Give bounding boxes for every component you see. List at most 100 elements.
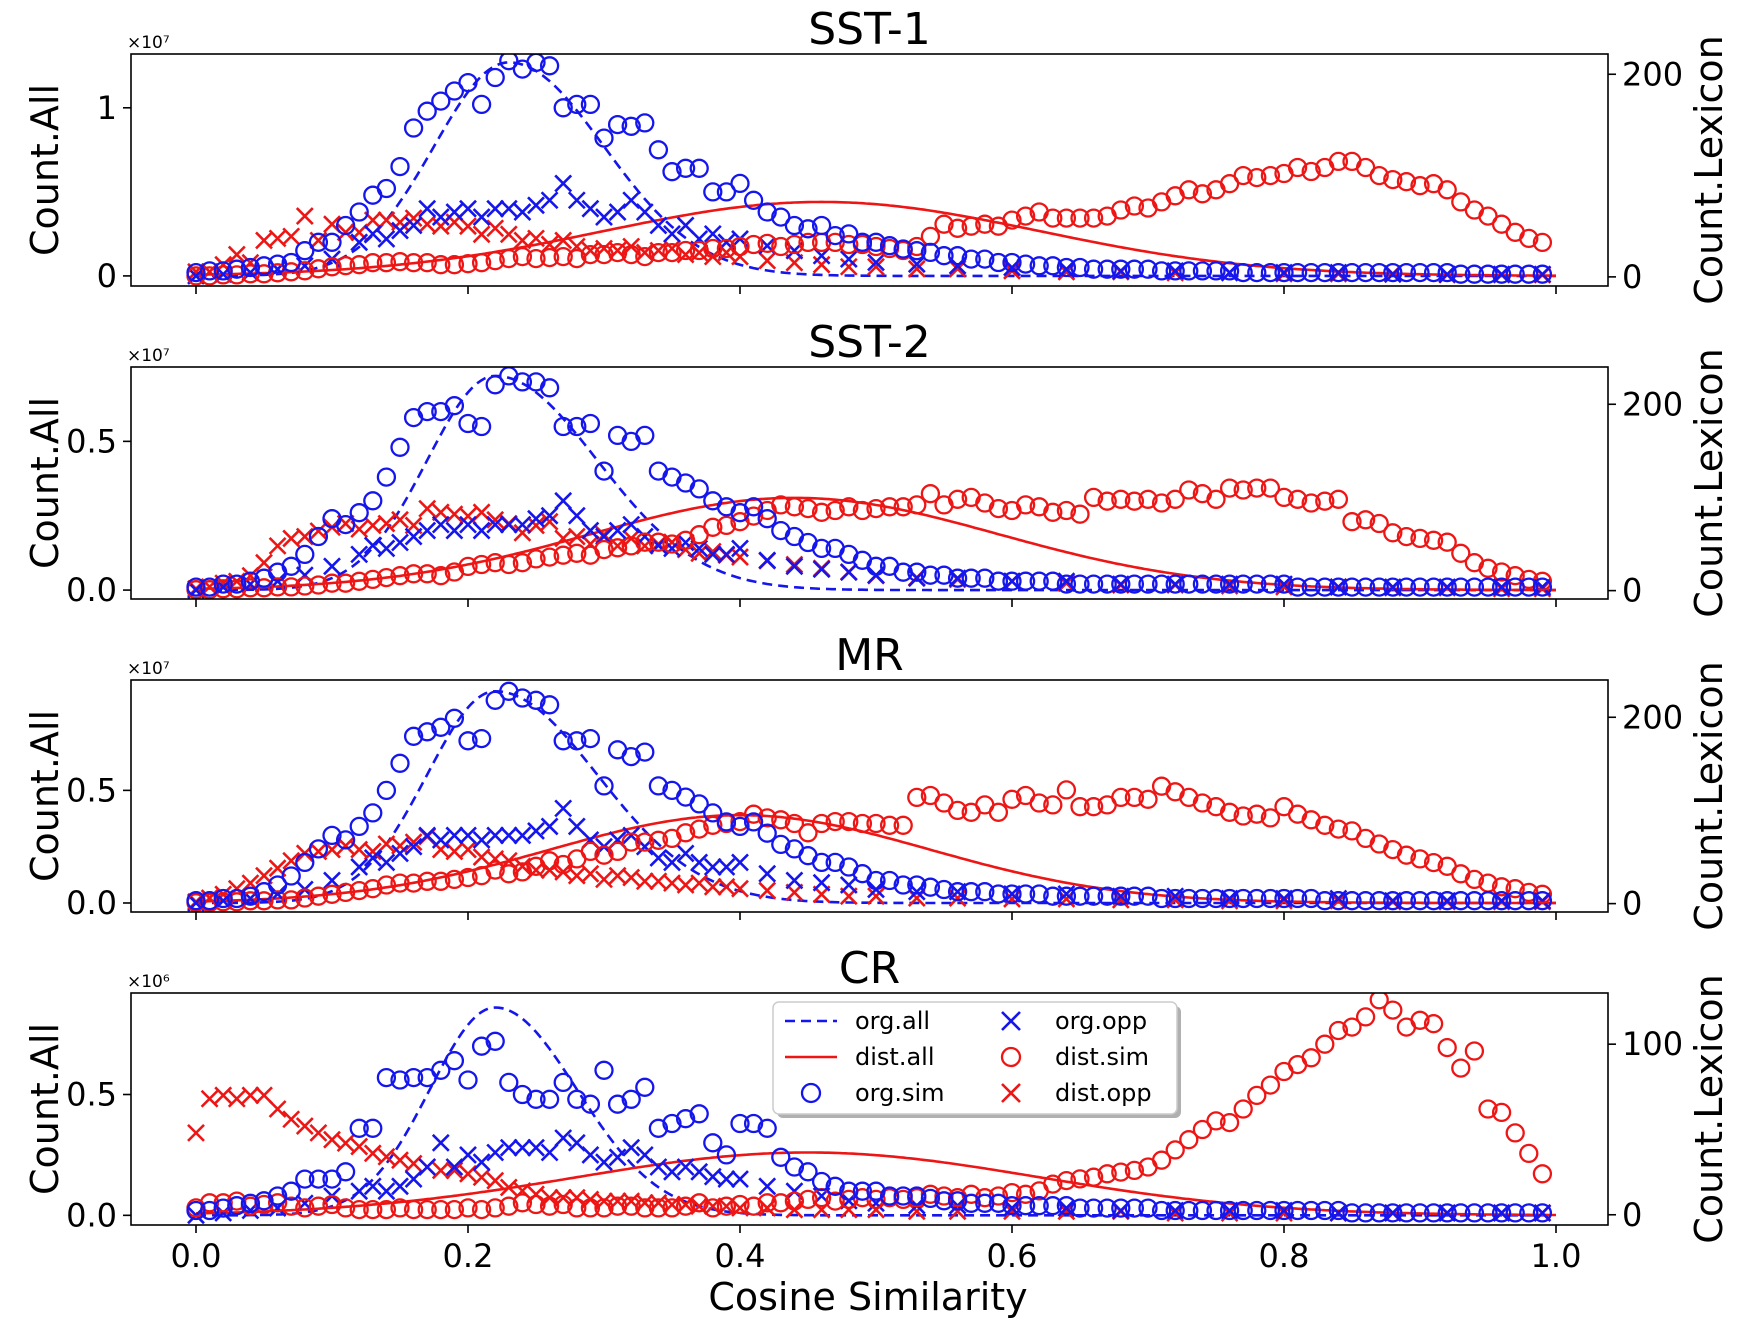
dist-sim-point <box>743 234 764 255</box>
dist-sim-point <box>1355 1007 1376 1027</box>
dist-sim-point <box>947 218 968 238</box>
org-sim-point <box>1328 577 1349 597</box>
dist-sim-point <box>458 254 478 274</box>
dist-opp-point <box>486 219 505 238</box>
dist-opp-point <box>241 1086 260 1105</box>
dist-sim-point <box>1464 1041 1485 1061</box>
dist-sim-point <box>1233 480 1253 500</box>
org-opp-point <box>608 521 627 540</box>
org-sim-point <box>1491 1203 1512 1223</box>
dist-sim-point <box>281 890 301 910</box>
dist-opp-point <box>336 836 355 855</box>
org-sim-point <box>227 888 247 909</box>
dist-sim-point <box>594 845 614 865</box>
dist-sim-point <box>526 549 546 569</box>
dist-sim-point <box>1056 208 1077 228</box>
dist-sim-point <box>716 1196 737 1216</box>
legend-entry: org.all <box>785 1007 930 1035</box>
org-opp-point <box>567 506 586 525</box>
org-sim-point <box>689 479 709 499</box>
dist-sim-point <box>499 864 519 884</box>
dist-opp-point <box>431 1161 450 1180</box>
org-sim-point <box>988 252 1009 273</box>
dist-sim-point <box>295 261 315 281</box>
org-sim-point <box>1002 1196 1022 1216</box>
dist-sim-point <box>1165 1140 1185 1160</box>
org-sim-point <box>1315 891 1335 911</box>
org-opp-point <box>622 1138 641 1157</box>
dist-sim-point <box>1274 487 1294 508</box>
org-opp-point <box>404 837 423 856</box>
org-opp-point <box>499 826 518 845</box>
dist-opp-point <box>622 868 641 887</box>
org-opp-point <box>486 515 505 534</box>
org-opp-point <box>676 844 695 863</box>
org-sim-point <box>934 246 954 266</box>
dist-opp-point <box>472 1168 491 1187</box>
dist-sim-point <box>1151 493 1172 513</box>
dist-sim-point <box>1315 1034 1335 1054</box>
org-sim-point <box>1151 888 1172 909</box>
dist-sim-point <box>607 538 628 558</box>
org-sim-point <box>1043 571 1063 591</box>
dist-sim-point <box>1179 1130 1199 1150</box>
dist-sim-point <box>635 532 655 552</box>
dist-sim-point <box>240 578 261 598</box>
org-sim-point <box>743 190 764 210</box>
org-sim-point <box>1043 1196 1063 1216</box>
axis-multiplier: ×10⁷ <box>127 346 170 366</box>
dist-sim-point <box>553 545 573 565</box>
org-opp-point <box>431 515 450 534</box>
dist-sim-point <box>1247 1085 1267 1106</box>
dist-opp-point <box>363 842 382 861</box>
dist-sim-point <box>1192 1119 1213 1140</box>
legend-label: org.sim <box>855 1079 945 1107</box>
dist-sim-point <box>1505 566 1525 586</box>
org-sim-point <box>1287 577 1308 597</box>
org-opp-point <box>363 536 382 555</box>
org-sim-point <box>444 396 465 416</box>
org-opp-point <box>323 871 341 890</box>
dist-opp-point <box>554 231 573 250</box>
org-sim-point <box>1247 574 1267 594</box>
dist-sim-point <box>376 567 397 588</box>
org-opp-point <box>377 539 396 558</box>
dist-sim-point <box>295 1198 315 1218</box>
org-sim-point <box>1437 262 1457 283</box>
org-sim-point <box>567 416 587 437</box>
org-sim-point <box>1151 261 1172 281</box>
org-sim-point <box>743 1113 764 1134</box>
org-sim-point <box>186 1200 206 1221</box>
dist-sim-point <box>920 484 941 504</box>
dist-sim-point <box>567 543 587 563</box>
right-y-label: Count.Lexicon <box>1687 661 1731 930</box>
org-sim-point <box>1070 1198 1090 1218</box>
legend-swatch <box>1001 1083 1021 1103</box>
org-opp-point <box>445 521 464 540</box>
org-sim-point <box>254 256 274 276</box>
org-sim-point <box>213 574 233 594</box>
org-sim-point <box>648 776 669 796</box>
dist-sim-point <box>757 233 777 254</box>
org-sim-point <box>1301 262 1321 283</box>
org-sim-point <box>267 254 288 274</box>
org-opp-point <box>445 203 464 221</box>
dist-sim-point <box>281 577 301 597</box>
dist-sim-point <box>308 575 329 595</box>
org-opp-point <box>431 831 450 849</box>
org-sim-point <box>947 882 968 902</box>
org-sim-point <box>1206 888 1226 909</box>
org-sim-point <box>1342 577 1362 597</box>
dist-sim-point <box>839 811 859 832</box>
org-sim-point <box>1247 888 1267 909</box>
org-sim-point <box>1342 891 1362 911</box>
org-sim-point <box>458 1070 478 1090</box>
dist-sim-point <box>947 800 968 821</box>
org-sim-point <box>567 1089 587 1109</box>
dist-sim-point <box>1369 993 1389 1010</box>
org-sim-point <box>267 875 288 895</box>
org-sim-point <box>553 98 573 118</box>
org-sim-point <box>635 1077 655 1097</box>
org-sim-point <box>580 413 601 434</box>
right-tick-label: 200 <box>1622 385 1683 423</box>
